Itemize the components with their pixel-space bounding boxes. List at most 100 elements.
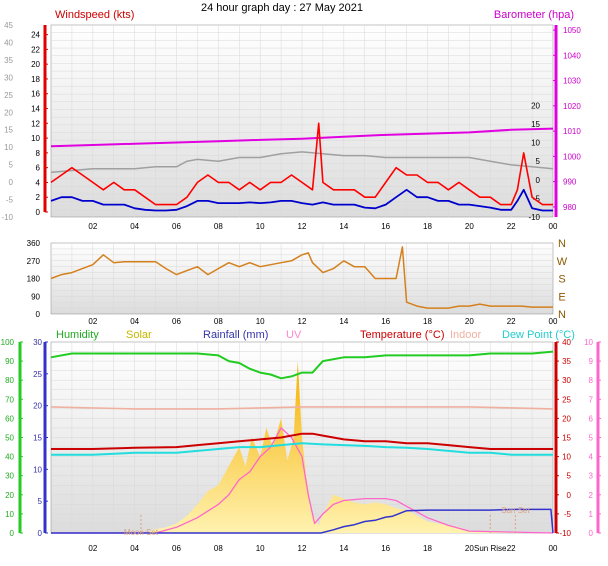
weather-x-tick-label: 04 (130, 544, 139, 553)
humidity-tick-label: 40 (5, 453, 14, 462)
windspeed-tick-label: 22 (31, 45, 40, 54)
barometer-axis: 980 990 1000 1010 1020 1030 1040 1050 (553, 25, 581, 217)
temperature-tick-label: 20 (562, 414, 571, 423)
wind-x-tick-label: 22 (507, 222, 516, 231)
temperature-tick-label: 25 (562, 395, 571, 404)
direction-degrees-tick-label: 0 (36, 310, 41, 319)
legend-solar: Solar (126, 329, 152, 341)
temperature-tick-label: 35 (562, 357, 571, 366)
weather-x-tick-label: 12 (298, 544, 307, 553)
wind-x-tick-label: 04 (130, 222, 139, 231)
uv-tick-label: 1 (589, 510, 594, 519)
compass-tick-label: N (558, 309, 566, 321)
direction-x-tick-label: 16 (381, 317, 390, 326)
windspeed-tick-label: 24 (31, 31, 40, 40)
rainfall-tick-label: 10 (33, 465, 42, 474)
direction-series (50, 246, 553, 309)
barometer-line (50, 127, 554, 148)
direction-degrees-tick-label: 270 (27, 257, 41, 266)
weather-x-tick-label: 18 (423, 544, 432, 553)
barometer-tick-label: 1030 (563, 77, 581, 86)
windspeed-tick-label: 18 (31, 75, 40, 84)
gust-line (50, 122, 553, 206)
direction-x-tick-label: 02 (88, 317, 97, 326)
temperature-line (51, 432, 553, 450)
temperature-tick-label: 10 (562, 453, 571, 462)
direction-x-tick-label: 08 (214, 317, 223, 326)
wind-outer-tick-label: 10 (4, 143, 13, 152)
weather-legend: Humidity Solar Rainfall (mm) UV Temperat… (56, 329, 575, 341)
temperature-tick-label: 0 (567, 491, 572, 500)
rainfall-tick-label: 25 (33, 370, 42, 379)
humidity-tick-label: 70 (5, 395, 14, 404)
rainfall-tick-label: 15 (33, 434, 42, 443)
windspeed-tick-label: 20 (31, 60, 40, 69)
uv-tick-label: 0 (589, 529, 594, 538)
weather-panel: Humidity Solar Rainfall (mm) UV Temperat… (1, 329, 601, 553)
wind-inner-right-tick-label: 0 (536, 176, 541, 185)
direction-degrees-axis: 0 90 180 270 360 (27, 239, 41, 319)
wind-x-tick-label: 14 (339, 222, 348, 231)
wind-outer-tick-label: 35 (4, 56, 13, 65)
legend-dew-point: Dew Point (°C) (502, 329, 575, 341)
rainfall-tick-label: 30 (33, 338, 42, 347)
weather-x-tick-label: 22 (507, 544, 516, 553)
humidity-tick-label: 100 (1, 338, 15, 347)
direction-degrees-tick-label: 360 (27, 239, 41, 248)
wind-outer-tick-label: 15 (4, 126, 13, 135)
direction-x-tick-label: 00 (549, 317, 558, 326)
weather-x-tick-label: 06 (172, 544, 181, 553)
windspeed-tick-label: 10 (31, 134, 40, 143)
humidity-tick-label: 10 (5, 510, 14, 519)
wind-direction-line (50, 246, 553, 309)
humidity-tick-label: 80 (5, 376, 14, 385)
wind-outer-tick-label: 5 (9, 161, 14, 170)
weather-x-tick-label: 16 (381, 544, 390, 553)
wind-x-tick-label: 12 (298, 222, 307, 231)
wind-inner-right-tick-label: -5 (533, 194, 541, 203)
barometer-tick-label: 1020 (563, 102, 581, 111)
barometer-axis-title: Barometer (hpa) (494, 9, 574, 21)
uv-tick-label: 5 (589, 434, 594, 443)
temperature-tick-label: 5 (567, 472, 572, 481)
wind-outer-tick-label: -10 (1, 213, 13, 222)
direction-x-tick-label: 22 (507, 317, 516, 326)
humidity-line (50, 350, 554, 380)
uv-line (51, 427, 554, 534)
humidity-tick-label: 0 (10, 529, 15, 538)
page-title: 24 hour graph day : 27 May 2021 (201, 2, 363, 14)
windspeed-tick-label: 4 (36, 178, 41, 187)
uv-tick-label: 4 (589, 453, 594, 462)
average-wind-line (50, 188, 553, 212)
barometer-tick-label: 990 (563, 178, 577, 187)
wind-outer-tick-label: -5 (6, 196, 14, 205)
direction-x-tick-label: 20 (465, 317, 474, 326)
compass-tick-label: E (558, 291, 565, 303)
wind-outer-tick-label: 45 (4, 21, 13, 30)
rainfall-tick-label: 5 (38, 497, 43, 506)
direction-x-tick-label: 12 (298, 317, 307, 326)
barometer-tick-label: 1040 (563, 51, 581, 60)
wind-outer-tick-label: 20 (4, 108, 13, 117)
compass-tick-label: W (557, 256, 568, 268)
annotation-label: Sun Rise (474, 544, 507, 553)
legend-temperature: Temperature (°C) (360, 329, 444, 341)
wind-x-tick-label: 20 (465, 222, 474, 231)
direction-x-tick-label: 18 (423, 317, 432, 326)
wind-inner-right-tick-label: 10 (531, 139, 540, 148)
temperature-tick-label: 30 (562, 376, 571, 385)
windspeed-tick-label: 16 (31, 90, 40, 99)
wind-inner-right-axis: -10 -5 0 5 10 15 20 (528, 101, 540, 222)
temperature-tick-label: -5 (564, 510, 572, 519)
barometer-tick-label: 980 (563, 203, 577, 212)
direction-x-tick-label: 06 (172, 317, 181, 326)
wind-x-tick-label: 18 (423, 222, 432, 231)
weather-x-tick-label: 10 (256, 544, 265, 553)
weather-axes: 0102030405060708090100051015202530-10-50… (1, 338, 601, 538)
windspeed-axis-title: Windspeed (kts) (55, 9, 134, 21)
indoor-line (50, 406, 554, 410)
direction-x-tick-label: 14 (339, 317, 348, 326)
direction-degrees-tick-label: 90 (31, 292, 40, 301)
